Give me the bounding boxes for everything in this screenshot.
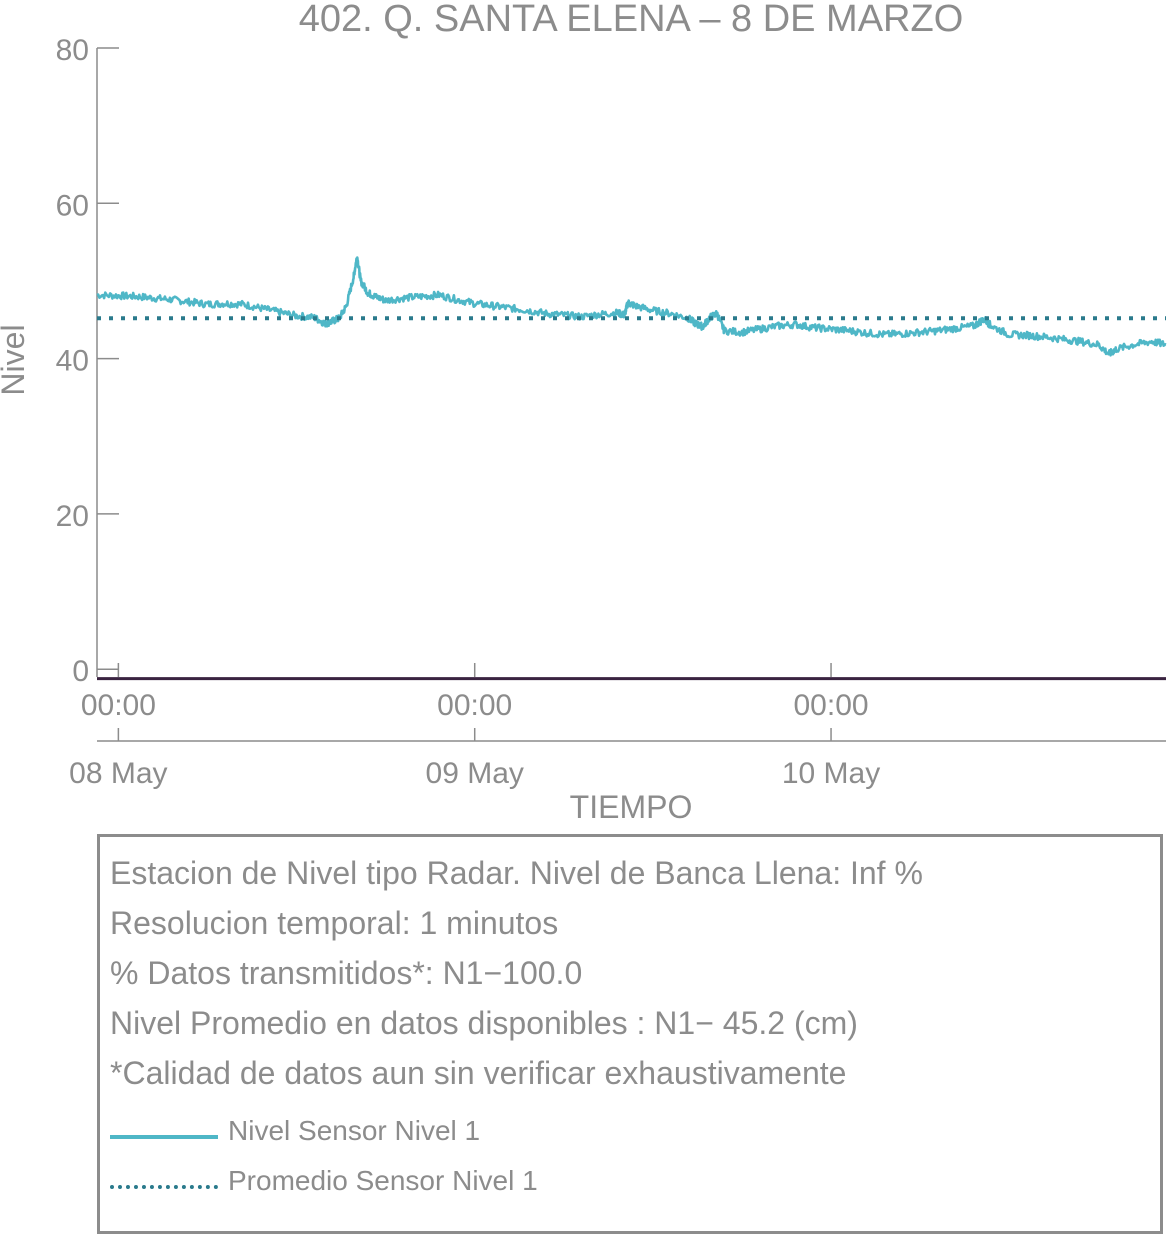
x-tick-time-label: 00:00 [794, 689, 869, 722]
x-axis-label: TIEMPO [570, 789, 693, 825]
info-line-resolution: Resolucion temporal: 1 minutos [110, 905, 559, 941]
info-line-quality-note: *Calidad de datos aun sin verificar exha… [110, 1055, 847, 1091]
y-tick-label: 80 [56, 34, 89, 67]
y-tick-label: 20 [56, 500, 89, 533]
info-box: Estacion de Nivel tipo Radar. Nivel de B… [97, 834, 1163, 1234]
x-tick-time-label: 00:00 [437, 689, 512, 722]
x-tick-date-label: 09 May [426, 757, 524, 790]
legend-swatch-dotted [110, 1185, 218, 1189]
info-line-transmitted: % Datos transmitidos*: N1−100.0 [110, 955, 583, 991]
series-nivel-line [96, 256, 1167, 357]
info-line-station: Estacion de Nivel tipo Radar. Nivel de B… [110, 855, 923, 891]
y-tick-label: 40 [56, 345, 89, 378]
chart-title: 402. Q. SANTA ELENA – 8 DE MARZO [299, 0, 964, 40]
y-tick-label: 0 [72, 655, 89, 688]
x-tick-date-label: 10 May [782, 757, 880, 790]
legend-item-promedio: Promedio Sensor Nivel 1 [110, 1165, 710, 1205]
x-tick-date-label: 08 May [69, 757, 167, 790]
legend-label: Nivel Sensor Nivel 1 [228, 1115, 481, 1146]
legend-label: Promedio Sensor Nivel 1 [228, 1165, 538, 1196]
level-chart: 402. Q. SANTA ELENA – 8 DE MARZO Nivel T… [0, 0, 1167, 825]
legend-item-nivel: Nivel Sensor Nivel 1 [110, 1115, 710, 1155]
legend-swatch-solid [110, 1135, 218, 1139]
y-axis-label: Nivel [0, 324, 31, 395]
x-tick-time-label: 00:00 [81, 689, 156, 722]
info-line-average: Nivel Promedio en datos disponibles : N1… [110, 1005, 858, 1041]
y-tick-label: 60 [56, 189, 89, 222]
